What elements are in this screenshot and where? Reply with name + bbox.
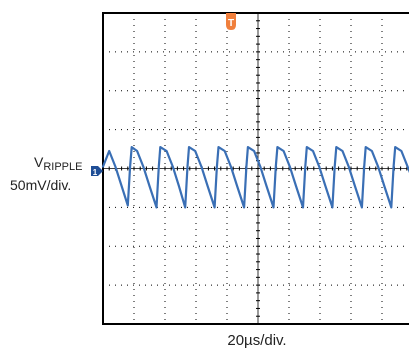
channel-marker: 1 bbox=[91, 166, 103, 177]
plot-frame bbox=[102, 12, 409, 325]
channel-label: VRIPPLE bbox=[34, 154, 82, 173]
vertical-scale-label: 50mV/div. bbox=[10, 177, 71, 193]
horizontal-scale-label: 20µs/div. bbox=[227, 332, 286, 349]
trigger-marker: T bbox=[226, 13, 236, 30]
channel-label-subscript: RIPPLE bbox=[43, 161, 82, 173]
channel-marker-label: 1 bbox=[93, 168, 98, 177]
trigger-marker-shape bbox=[226, 13, 236, 30]
channel-label-main: V bbox=[34, 154, 44, 170]
ripple-trace bbox=[101, 146, 409, 209]
channel-marker-shape bbox=[91, 166, 103, 176]
trigger-marker-label: T bbox=[228, 18, 234, 29]
